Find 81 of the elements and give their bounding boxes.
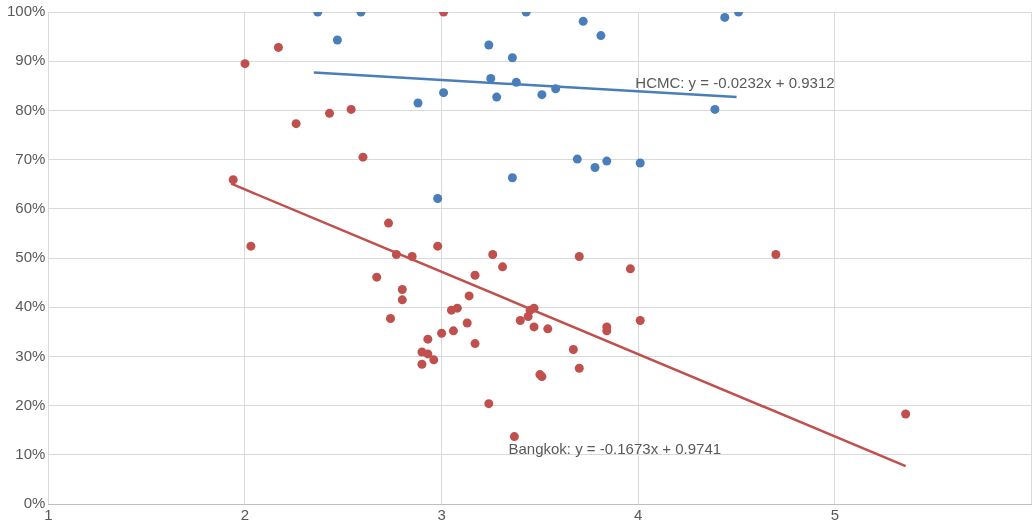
point — [417, 359, 427, 369]
y-tick-label: 0% — [23, 494, 46, 512]
point — [572, 154, 582, 164]
point — [507, 53, 517, 63]
x-tick-label: 4 — [634, 506, 643, 524]
annotation: HCMC: y = -0.0232x + 0.9312 — [635, 74, 835, 92]
point — [291, 119, 301, 129]
point — [346, 104, 356, 114]
point — [452, 303, 462, 313]
point — [551, 84, 561, 94]
point — [358, 152, 368, 162]
point — [515, 315, 525, 325]
y-tick-label: 50% — [15, 248, 46, 266]
point — [325, 108, 335, 118]
point — [332, 35, 342, 45]
point — [423, 349, 433, 359]
point — [720, 12, 730, 22]
point — [537, 90, 547, 100]
point — [484, 399, 494, 409]
point — [462, 318, 472, 328]
point — [602, 156, 612, 166]
point — [486, 73, 496, 83]
point — [470, 339, 480, 349]
point — [397, 284, 407, 294]
x-tick-label: 2 — [240, 506, 250, 524]
point — [771, 250, 781, 260]
point — [625, 264, 635, 274]
y-tick-label: 60% — [15, 198, 46, 216]
point — [635, 315, 645, 325]
point — [507, 173, 517, 183]
point — [240, 59, 250, 69]
point — [568, 345, 578, 355]
point — [511, 77, 521, 87]
y-tick-label: 90% — [15, 51, 46, 69]
y-tick-label: 20% — [15, 395, 46, 413]
point — [590, 162, 600, 172]
point — [488, 250, 498, 260]
point — [448, 326, 458, 336]
x-tick-label: 3 — [437, 506, 446, 524]
point — [523, 312, 533, 322]
point — [273, 42, 283, 52]
y-tick-label: 40% — [15, 297, 46, 315]
point — [246, 241, 256, 251]
point — [901, 409, 911, 419]
point — [574, 252, 584, 262]
point — [578, 16, 588, 26]
point — [596, 31, 606, 41]
point — [484, 40, 494, 50]
point — [509, 432, 519, 442]
point — [228, 175, 238, 185]
x-tick-label: 1 — [44, 506, 53, 524]
y-tick-label: 10% — [15, 444, 46, 462]
point — [423, 334, 433, 344]
point — [498, 262, 508, 272]
point — [407, 252, 417, 262]
point — [433, 193, 443, 203]
y-tick-label: 70% — [15, 149, 46, 167]
y-tick-label: 80% — [15, 100, 46, 118]
point — [529, 322, 539, 332]
point — [386, 314, 395, 324]
x-tick-label: 5 — [830, 506, 840, 524]
point — [429, 355, 439, 365]
y-tick-label: 30% — [15, 346, 46, 364]
point — [470, 270, 480, 280]
point — [492, 92, 502, 102]
point — [574, 363, 584, 373]
y-tick-label: 100% — [6, 2, 46, 20]
point — [397, 295, 407, 305]
point — [413, 98, 423, 108]
point — [543, 324, 553, 334]
point — [710, 104, 720, 114]
point — [529, 303, 539, 313]
point — [384, 218, 394, 228]
point — [464, 291, 474, 301]
point — [372, 272, 382, 282]
point — [391, 250, 401, 260]
point — [433, 241, 443, 251]
annotation: Bangkok: y = -0.1673x + 0.9741 — [508, 440, 722, 458]
point — [439, 88, 449, 98]
point — [635, 158, 645, 168]
point — [437, 328, 447, 338]
